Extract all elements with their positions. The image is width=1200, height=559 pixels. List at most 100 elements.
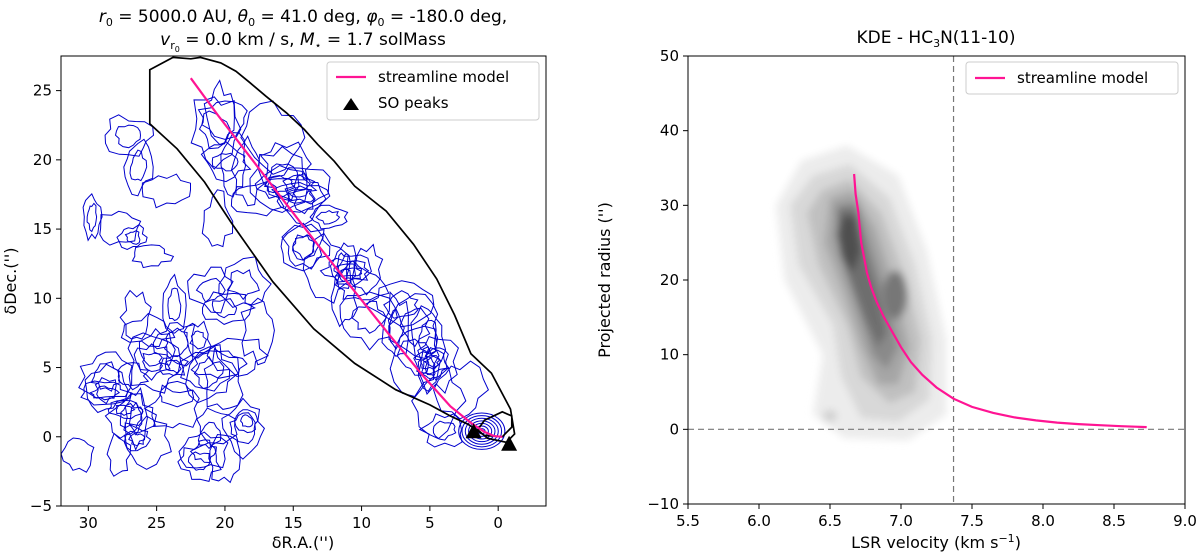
- right-panel: KDE - HC3N(11-10) 5.5 6.0 6.5 7.0 7.5 8.0 8.5 9…: [595, 28, 1197, 552]
- contour-blob: [190, 350, 248, 379]
- contour-blob: [241, 297, 275, 366]
- contour-ring: [464, 417, 499, 445]
- contour-blob: [159, 355, 189, 377]
- right-axes-frame: [687, 55, 1186, 505]
- y-tick-label: 20: [33, 151, 52, 169]
- right-x-label-close: ): [1015, 533, 1021, 552]
- title-m-value: = 1.7 solMass: [322, 30, 446, 50]
- x-tick-label: 0: [493, 514, 503, 532]
- contour-blob-inner: [336, 252, 351, 283]
- contour-blob: [330, 267, 358, 328]
- contour-blob: [133, 343, 171, 381]
- contour-blob-inner: [351, 300, 387, 334]
- contour-blob: [417, 346, 442, 392]
- contour-blob: [218, 256, 272, 309]
- contour-blob: [267, 167, 331, 205]
- left-y-ticks: −5 0 5 10 15 20 25: [30, 82, 61, 515]
- x-tick-label: 10: [352, 514, 371, 532]
- streamline-model-line-right: [853, 173, 1147, 429]
- contour-blob: [203, 79, 235, 146]
- contour-blob: [159, 380, 195, 408]
- contour-blob: [187, 266, 234, 314]
- contour-blob: [200, 141, 252, 183]
- contour-blob: [143, 384, 200, 429]
- contour-blob-inner: [114, 124, 142, 149]
- title-v-sub: r: [170, 39, 175, 52]
- kde-small-blob: [823, 409, 837, 422]
- kde-density: [776, 145, 947, 441]
- right-title-part1: KDE - HC: [857, 28, 934, 48]
- contour-blob: [116, 223, 148, 251]
- title-m-symbol: M: [300, 30, 315, 50]
- contour-blob: [413, 349, 450, 375]
- contour-blob: [185, 344, 239, 404]
- contour-blob-inner: [263, 174, 297, 194]
- contour-blob: [381, 290, 409, 357]
- contour-blob-inner: [164, 359, 182, 374]
- x-tick-label: 6.0: [747, 512, 771, 530]
- title-m-sub: ⋆: [315, 39, 322, 52]
- contour-blob: [177, 442, 222, 482]
- contour-blob: [78, 351, 133, 399]
- contour-blob: [284, 172, 327, 226]
- streamline-mask-outline: [148, 56, 516, 444]
- contour-blob: [220, 132, 247, 198]
- contour-blob: [106, 432, 132, 477]
- y-tick-label: 20: [660, 271, 679, 289]
- title-v-subsub: 0: [175, 45, 180, 54]
- y-tick-label: −5: [30, 497, 52, 515]
- title-r0-symbol: r: [99, 7, 107, 27]
- title-r0-sub: 0: [106, 16, 113, 29]
- x-tick-label: 7.0: [889, 512, 913, 530]
- y-tick-label: 10: [33, 289, 52, 307]
- contour-blob: [180, 345, 231, 392]
- contour-blob: [141, 173, 191, 209]
- contour-blob-inner: [418, 319, 438, 354]
- left-y-label: δDec.(''): [1, 247, 20, 314]
- contour-ring: [461, 415, 503, 448]
- x-tick-label: 25: [147, 514, 166, 532]
- kde-secondary-peak: [883, 270, 908, 319]
- contour-blob-inner: [129, 149, 148, 182]
- contour-blob-inner: [396, 338, 430, 376]
- contour-blob: [240, 100, 306, 175]
- x-tick-label: 5: [425, 514, 435, 532]
- contour-blob: [411, 366, 467, 440]
- contour-blob: [334, 267, 390, 301]
- contour-blob: [249, 145, 308, 214]
- kde-level-6: [838, 216, 862, 273]
- so-peak-marker: [501, 435, 518, 451]
- contour-blob-inner: [387, 308, 405, 350]
- contour-blob: [190, 96, 242, 170]
- left-x-ticks: 30 25 20 15 10 5 0: [79, 506, 503, 532]
- contour-blob-inner: [89, 385, 121, 401]
- contour-blob: [80, 380, 132, 406]
- contour-blob-inner: [315, 210, 341, 225]
- so-peak-marker: [465, 423, 482, 439]
- title-theta-value: = 41.0 deg,: [255, 7, 366, 27]
- title-phi-value: = -180.0 deg,: [384, 7, 507, 27]
- contour-blob-inner: [119, 402, 144, 429]
- contour-blob: [201, 291, 256, 325]
- contour-blob: [152, 321, 196, 367]
- left-legend-box: [326, 61, 540, 121]
- contour-blob-inner: [211, 298, 238, 319]
- contour-blob: [104, 114, 155, 157]
- contour-blob: [197, 100, 248, 140]
- contour-blob-inner: [292, 234, 315, 261]
- contour-blob-inner: [211, 152, 239, 172]
- title-theta-symbol: θ: [238, 7, 249, 27]
- contour-blob-inner: [124, 230, 141, 245]
- right-legend-box: [965, 61, 1179, 95]
- contour-blob: [82, 193, 103, 242]
- contour-blob-inner: [187, 451, 211, 471]
- contour-blob-inner: [229, 412, 256, 445]
- contour-ring: [468, 420, 496, 443]
- contour-blob-inner: [399, 307, 431, 348]
- contour-blob: [259, 141, 312, 181]
- y-tick-label: −10: [647, 495, 679, 513]
- contour-blob: [120, 312, 176, 348]
- contour-blob: [131, 244, 175, 269]
- title-v-value: = 0.0 km / s,: [180, 30, 300, 50]
- contour-blob: [309, 204, 349, 230]
